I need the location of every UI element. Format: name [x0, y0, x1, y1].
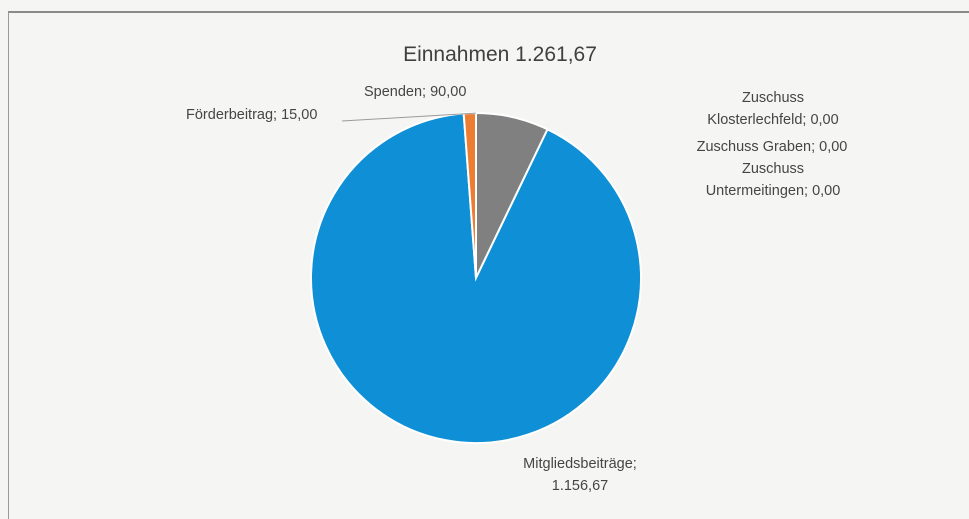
data-label-spenden: Spenden; 90,00 — [364, 84, 467, 100]
data-label-zuschuss-untermeitingen-line1: Zuschuss — [741, 161, 805, 177]
data-label-zuschuss-klosterlechfeld-line2: Klosterlechfeld; 0,00 — [707, 112, 839, 128]
data-label-zuschuss-klosterlechfeld: Zuschuss Klosterlechfeld; 0,00 — [688, 87, 858, 131]
data-label-mitgliedsbeitraege-line2: 1.156,67 — [551, 478, 609, 494]
data-label-zuschuss-graben: Zuschuss Graben; 0,00 — [696, 139, 848, 155]
data-label-zuschuss-untermeitingen: Zuschuss Untermeitingen; 0,00 — [688, 158, 858, 202]
data-label-zuschuss-untermeitingen-line2: Untermeitingen; 0,00 — [705, 183, 841, 199]
data-label-foerderbeitrag: Förderbeitrag; 15,00 — [186, 107, 318, 123]
data-label-mitgliedsbeitraege: Mitgliedsbeiträge; 1.156,67 — [500, 453, 660, 497]
chart-frame — [8, 11, 969, 519]
data-label-mitgliedsbeitraege-line1: Mitgliedsbeiträge; — [523, 456, 637, 472]
chart-title: Einnahmen 1.261,67 — [403, 43, 597, 66]
data-label-zuschuss-klosterlechfeld-line1: Zuschuss — [741, 90, 805, 106]
leader-line-foerderbeitrag — [341, 112, 476, 122]
pie-slice-mitgliedsbeitraege — [309, 112, 642, 444]
